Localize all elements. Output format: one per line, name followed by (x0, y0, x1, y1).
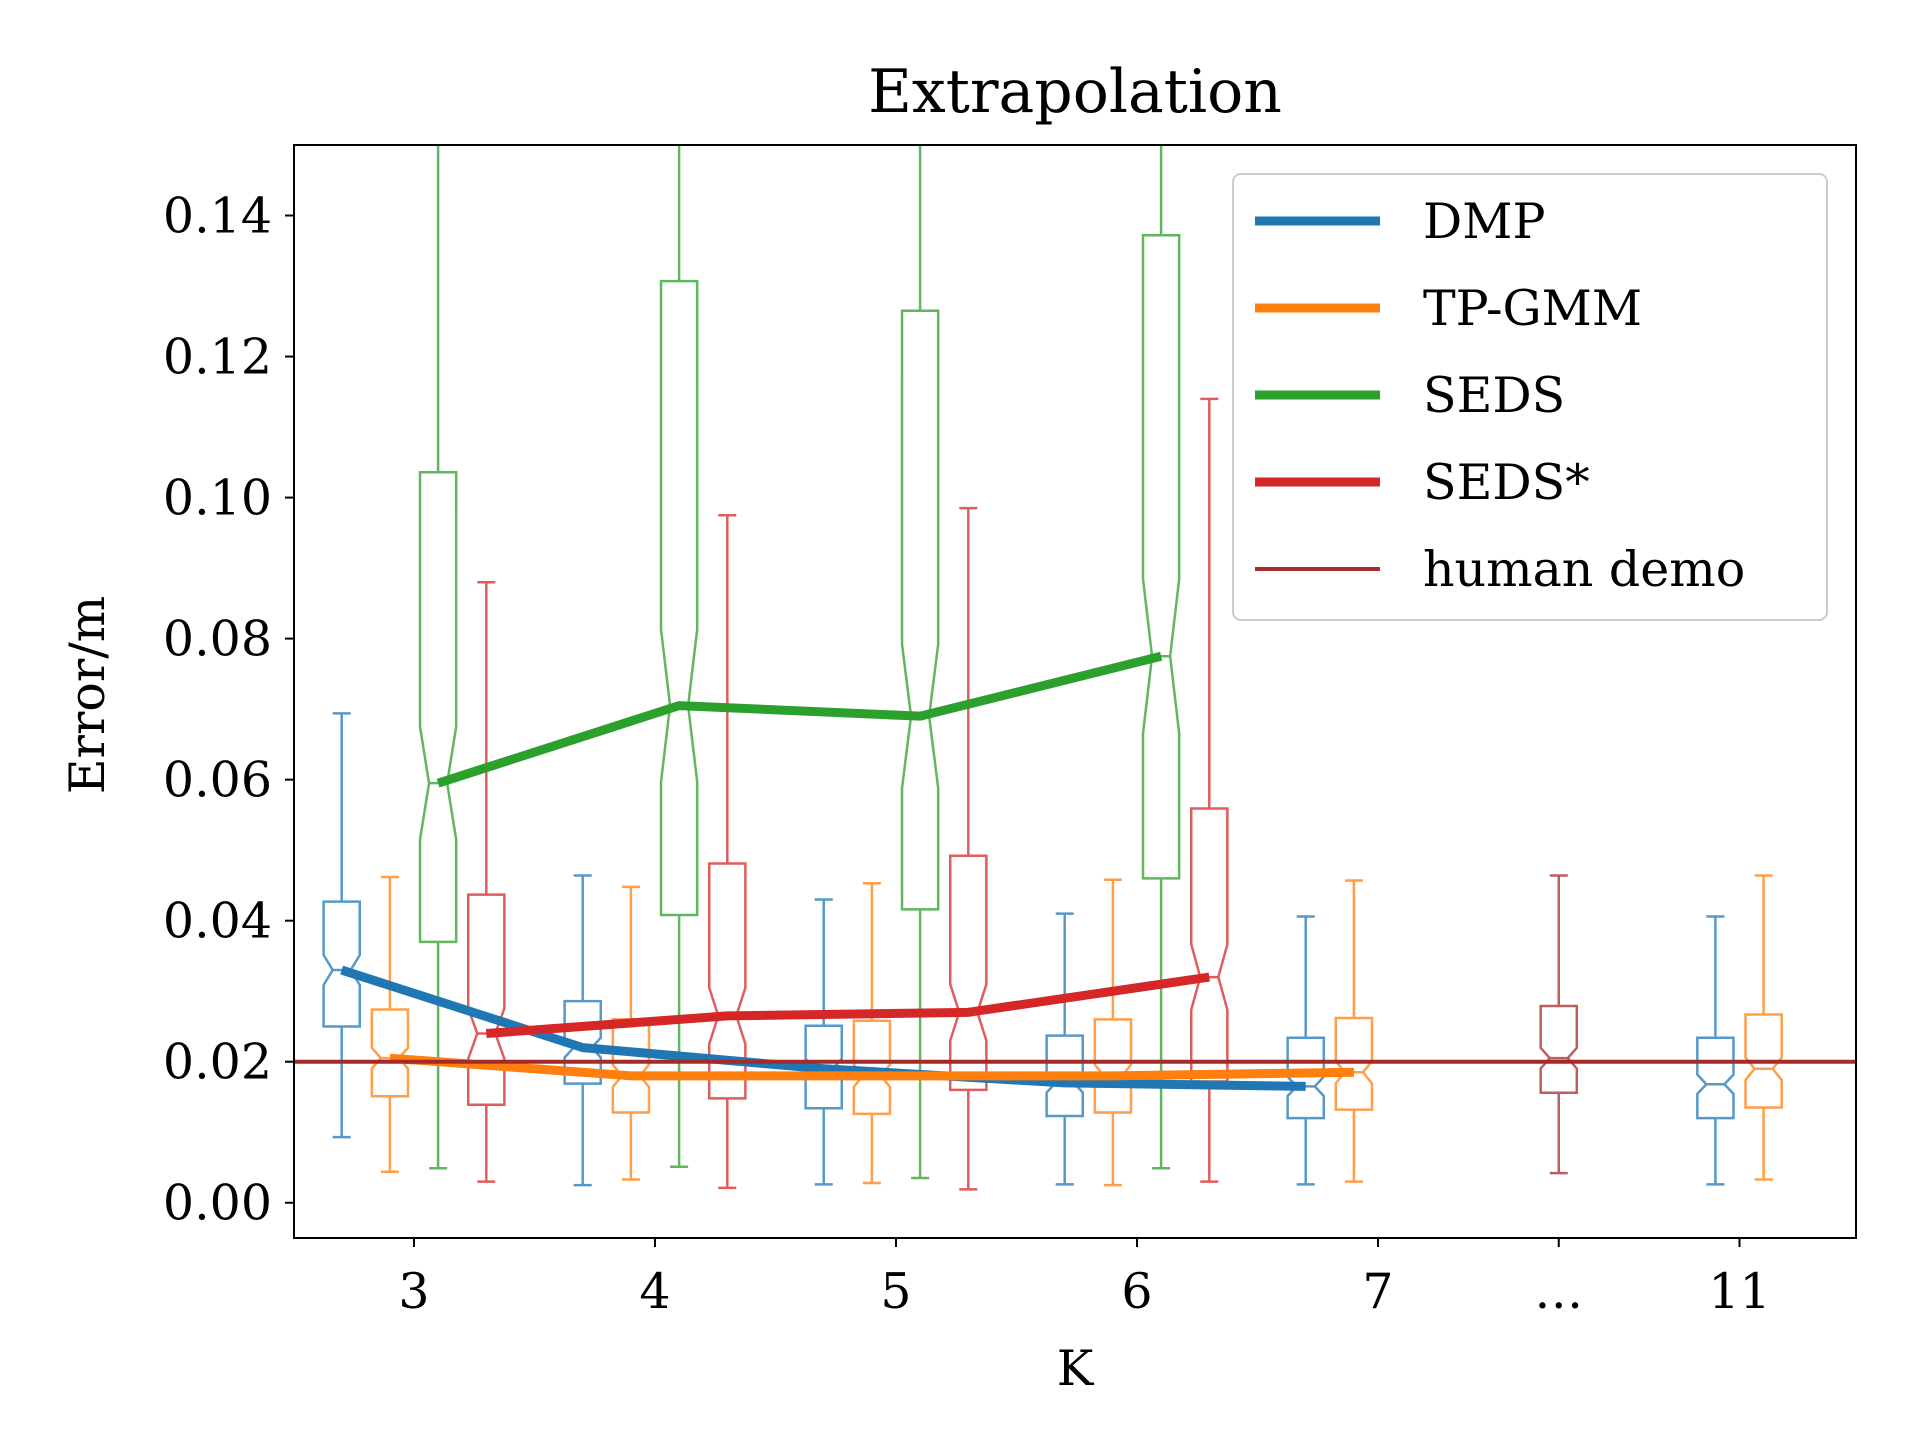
box (611, 885, 651, 1181)
box-body (1744, 1013, 1783, 1109)
y-tick-label: 0.02 (163, 1034, 272, 1091)
box (1286, 915, 1326, 1186)
box-body (1539, 1004, 1579, 1094)
box-body (1093, 1018, 1133, 1114)
box (466, 580, 506, 1183)
axes: 0.00 0.02 0.04 0.06 0.08 0.10 0.12 0.14 3 4 5 6 7 … 11 (163, 144, 1857, 1320)
box-body (466, 893, 506, 1106)
y-tick-label: 0.08 (163, 611, 272, 668)
box (948, 506, 988, 1191)
box (1045, 912, 1085, 1186)
legend-label: SEDS* (1423, 454, 1590, 511)
y-axis-label: Error/m (59, 596, 116, 795)
x-tick-label: 3 (398, 1263, 429, 1320)
box (1093, 878, 1133, 1187)
box (1744, 874, 1783, 1181)
y-tick-label: 0.06 (163, 752, 272, 809)
box-body (370, 1008, 410, 1098)
box (707, 513, 747, 1190)
box-body (900, 309, 940, 911)
x-tick-label: … (1534, 1263, 1583, 1320)
plot-frame (293, 144, 1857, 1239)
box-body (659, 279, 699, 917)
box-body (1696, 1036, 1735, 1120)
x-tick-label: 5 (880, 1263, 911, 1320)
legend-box (1232, 173, 1828, 621)
box (1334, 879, 1374, 1183)
x-axis-label: K (1057, 1340, 1095, 1397)
box (322, 712, 362, 1139)
median-line (485, 972, 1210, 1038)
box-body (1334, 1016, 1374, 1111)
box-body (707, 862, 747, 1100)
box (370, 875, 410, 1173)
legend-label: human demo (1423, 541, 1745, 598)
box (1189, 397, 1229, 1183)
box (1539, 874, 1579, 1175)
box-body (948, 854, 988, 1092)
box (1141, 145, 1181, 1170)
box (418, 145, 458, 1170)
box-body (611, 1018, 651, 1114)
plot-area (294, 145, 1856, 1191)
legend: DMP TP-GMM SEDS SEDS* human demo (1232, 173, 1828, 621)
y-tick-label: 0.10 (163, 470, 272, 527)
x-tick-label: 7 (1362, 1263, 1393, 1320)
median-line (389, 1053, 1354, 1081)
x-tick-label: 11 (1708, 1263, 1770, 1320)
y-tick-label: 0.14 (163, 188, 272, 245)
box (852, 882, 892, 1185)
box (659, 145, 699, 1169)
box-body (322, 900, 362, 1028)
box-body (418, 470, 458, 944)
box (804, 898, 844, 1186)
box (900, 145, 940, 1180)
legend-label: DMP (1423, 193, 1545, 250)
median-line (436, 651, 1163, 788)
box-body (1141, 234, 1181, 880)
x-tick-label: 6 (1121, 1263, 1152, 1320)
legend-label: SEDS (1423, 367, 1565, 424)
median-line (340, 965, 1306, 1091)
box-body (1286, 1036, 1326, 1120)
chart-title: Extrapolation (868, 57, 1282, 127)
y-tick-label: 0.04 (163, 893, 272, 950)
y-tick-label: 0.00 (163, 1175, 272, 1232)
box-body (1189, 807, 1229, 1083)
legend-label: TP-GMM (1423, 280, 1642, 337)
y-tick-label: 0.12 (163, 329, 272, 386)
x-tick-label: 4 (639, 1263, 670, 1320)
box (1696, 915, 1735, 1186)
